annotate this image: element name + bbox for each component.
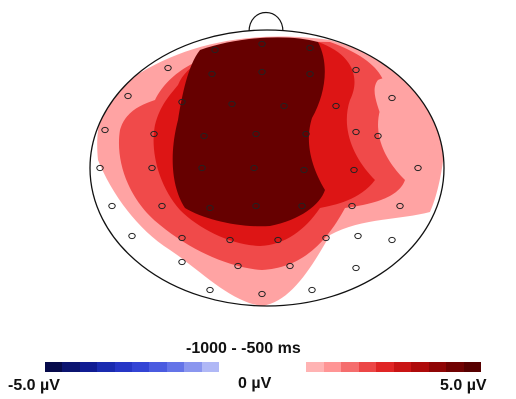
scale-swatch	[114, 362, 133, 372]
electrode-marker	[164, 64, 172, 72]
electrode-marker	[250, 164, 258, 172]
electrode-marker	[178, 98, 186, 106]
scale-swatch	[149, 362, 167, 372]
nose-outline	[248, 11, 284, 33]
electrode-marker	[124, 92, 132, 100]
electrode-marker	[258, 68, 266, 76]
electrode-marker	[298, 202, 306, 210]
electrode-marker	[206, 204, 214, 212]
contour-peak-positive	[172, 37, 325, 227]
electrode-marker	[252, 202, 260, 210]
scale-swatch	[79, 362, 98, 372]
electrode-marker	[332, 102, 340, 110]
scale-swatch	[97, 362, 115, 372]
electrode-marker	[388, 236, 396, 244]
scale-swatch	[323, 362, 341, 372]
scale-swatch	[184, 362, 202, 372]
electrode-marker	[150, 130, 158, 138]
scale-swatch	[132, 362, 150, 372]
electrode-marker	[211, 46, 219, 54]
scale-swatch	[463, 362, 481, 372]
electrode-marker	[252, 130, 260, 138]
electrode-markers	[96, 40, 422, 298]
electrode-marker	[306, 44, 314, 52]
scale-swatch	[376, 362, 394, 372]
electrode-marker	[148, 164, 156, 172]
scale-min-label: -5.0 µV	[8, 377, 60, 394]
electrode-marker	[234, 262, 242, 270]
electrode-marker	[300, 166, 308, 174]
electrode-marker	[352, 128, 360, 136]
electrode-marker	[208, 70, 216, 78]
electrode-marker	[350, 166, 358, 174]
electrode-marker	[101, 126, 109, 134]
scale-swatch	[166, 362, 185, 372]
scale-swatch	[446, 362, 464, 372]
electrode-marker	[414, 164, 422, 172]
head-outline	[89, 29, 445, 307]
electrode-marker	[396, 202, 404, 210]
scale-swatch	[45, 362, 63, 372]
electrode-marker	[322, 234, 330, 242]
electrode-marker	[226, 236, 234, 244]
electrode-marker	[258, 40, 266, 48]
electrode-marker	[198, 164, 206, 172]
scale-swatch	[393, 362, 411, 372]
scale-max-label: 5.0 µV	[440, 377, 487, 394]
negative-color-scale	[45, 362, 220, 372]
electrode-marker	[354, 232, 362, 240]
electrode-marker	[158, 202, 166, 210]
electrode-marker	[96, 164, 104, 172]
scale-zero-label: 0 µV	[238, 375, 272, 392]
electrode-marker	[128, 232, 136, 240]
electrode-marker	[352, 66, 360, 74]
electrode-marker	[258, 290, 266, 298]
electrode-marker	[348, 202, 356, 210]
electrode-marker	[302, 130, 310, 138]
electrode-marker	[178, 234, 186, 242]
electrode-marker	[352, 264, 360, 272]
electrode-marker	[178, 258, 186, 266]
scalp-topography-map	[89, 11, 445, 307]
electrode-marker	[308, 286, 316, 294]
positive-color-scale	[306, 362, 481, 372]
scale-swatch	[358, 362, 376, 372]
electrode-marker	[286, 262, 294, 270]
scale-swatch	[428, 362, 446, 372]
electrode-marker	[200, 132, 208, 140]
electrode-marker	[280, 102, 288, 110]
scale-swatch	[411, 362, 429, 372]
scale-swatch	[201, 362, 220, 372]
scale-swatch	[62, 362, 80, 372]
electrode-marker	[388, 94, 396, 102]
electrode-marker	[206, 286, 214, 294]
scale-swatch	[341, 362, 359, 372]
electrode-marker	[228, 100, 236, 108]
electrode-marker	[306, 70, 314, 78]
scale-swatch	[306, 362, 324, 372]
electrode-marker	[108, 202, 116, 210]
time-window-label: -1000 - -500 ms	[186, 340, 301, 357]
electrode-marker	[274, 236, 282, 244]
electrode-marker	[374, 132, 382, 140]
